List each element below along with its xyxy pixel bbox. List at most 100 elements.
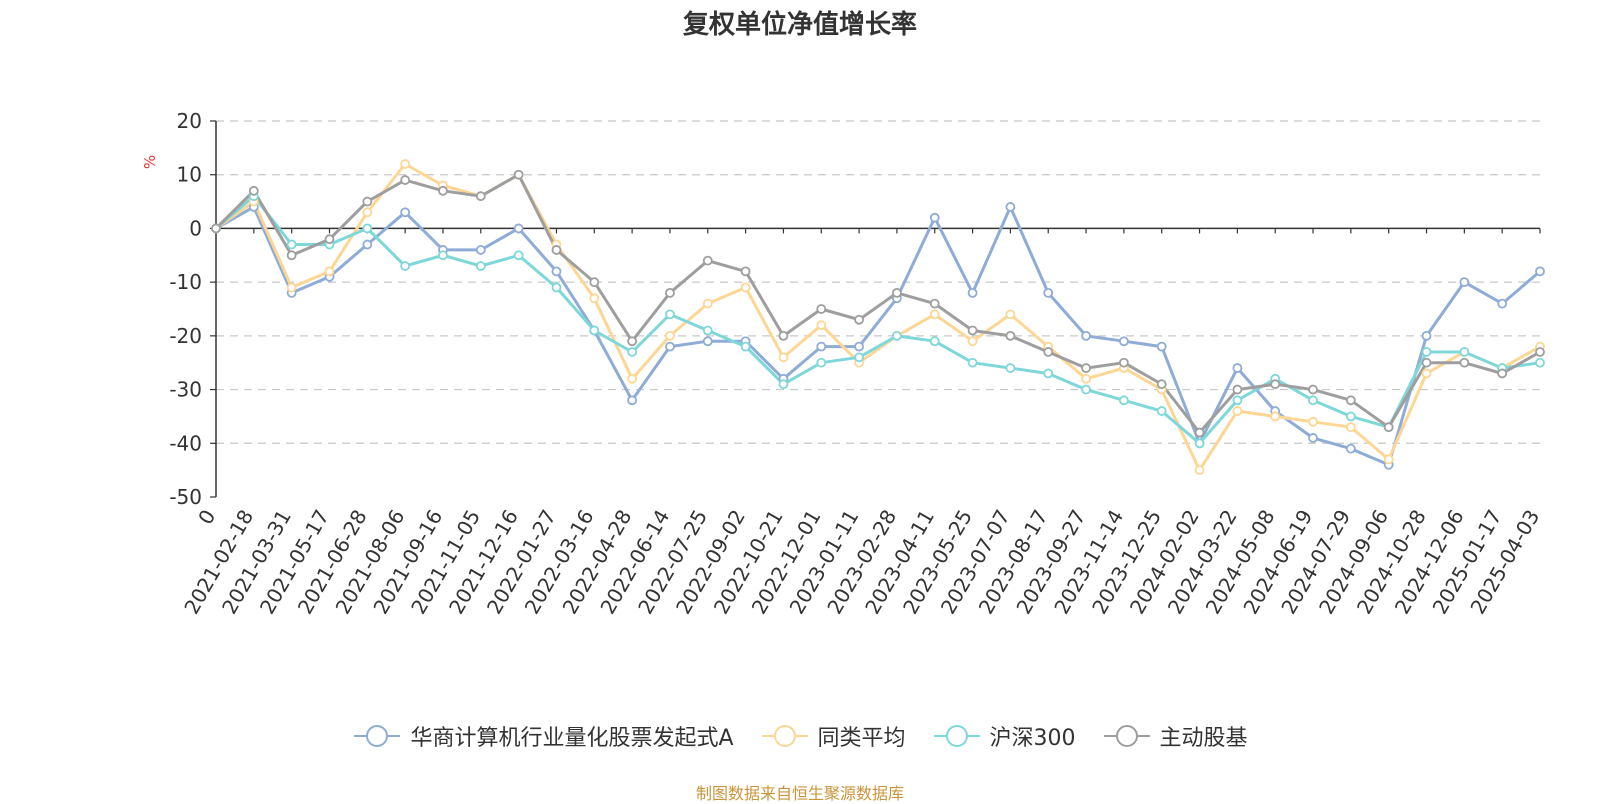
series-point bbox=[211, 223, 221, 234]
series-point bbox=[1535, 347, 1545, 357]
series-point bbox=[778, 352, 789, 363]
series-point bbox=[702, 255, 713, 266]
series-point bbox=[1043, 347, 1054, 357]
series-point bbox=[1345, 443, 1356, 454]
legend-item-2[interactable]: 同类平均 bbox=[760, 720, 906, 752]
series-point bbox=[1005, 202, 1016, 212]
series-point bbox=[1308, 384, 1318, 395]
series-point bbox=[854, 352, 864, 363]
series-point bbox=[816, 304, 827, 314]
series-point bbox=[929, 298, 940, 309]
series-point bbox=[740, 282, 751, 293]
series-point bbox=[1194, 465, 1205, 476]
series-point bbox=[892, 287, 902, 298]
series-point bbox=[1345, 422, 1356, 433]
y-tick-label: 10 bbox=[177, 163, 202, 187]
series-point bbox=[892, 330, 902, 341]
legend-label: 主动股基 bbox=[1159, 726, 1248, 751]
legend-line-circle-icon bbox=[354, 725, 401, 747]
series-point bbox=[438, 185, 448, 196]
series-point bbox=[702, 325, 713, 336]
legend-label: 华商计算机行业量化股票发起式A bbox=[410, 726, 734, 751]
series-point bbox=[816, 320, 827, 331]
series-point bbox=[929, 309, 940, 320]
series-point bbox=[1535, 266, 1545, 277]
series-point bbox=[438, 250, 448, 261]
series-point bbox=[665, 330, 675, 341]
series-point bbox=[1081, 330, 1091, 341]
series-point bbox=[627, 395, 638, 406]
series-point bbox=[1194, 438, 1205, 449]
series-point bbox=[665, 309, 675, 320]
series-point bbox=[1459, 277, 1470, 288]
series-point bbox=[702, 336, 713, 347]
series-point bbox=[362, 239, 373, 250]
series-point bbox=[967, 357, 978, 368]
series-point bbox=[551, 266, 562, 277]
series-point bbox=[1232, 395, 1243, 406]
series-point bbox=[324, 234, 335, 245]
series-point bbox=[1497, 368, 1508, 379]
y-tick-label: -10 bbox=[169, 270, 202, 294]
series-point bbox=[362, 223, 373, 234]
series-point bbox=[400, 261, 411, 271]
series-point bbox=[1118, 336, 1129, 347]
series-point bbox=[1421, 368, 1432, 379]
series-point bbox=[816, 341, 827, 352]
series-point bbox=[1194, 427, 1205, 438]
y-tick-label: -20 bbox=[169, 324, 202, 348]
legend-line-circle-icon bbox=[761, 725, 808, 747]
series-line-2 bbox=[215, 162, 1541, 472]
series-point bbox=[1383, 422, 1394, 433]
series-point bbox=[1005, 330, 1016, 341]
line-chart: 20100-10-20-30-40-5002021-02-182021-03-3… bbox=[141, 109, 1545, 618]
series-point bbox=[1005, 309, 1016, 320]
series-line-4 bbox=[214, 173, 1541, 434]
series-point bbox=[362, 196, 373, 207]
series-point bbox=[854, 314, 864, 325]
series-point bbox=[1043, 287, 1054, 298]
series-point bbox=[627, 336, 638, 347]
series-point bbox=[551, 282, 562, 293]
series-point bbox=[1081, 373, 1091, 384]
series-point bbox=[1270, 379, 1281, 390]
series-point bbox=[854, 341, 864, 352]
series-point bbox=[324, 266, 335, 277]
series-point bbox=[589, 325, 600, 336]
series-line-3 bbox=[215, 194, 1541, 445]
legend-label: 沪深300 bbox=[989, 726, 1076, 751]
series-point bbox=[665, 287, 675, 298]
series-point bbox=[1156, 406, 1167, 416]
legend-item-1[interactable]: 华商计算机行业量化股票发起式A bbox=[352, 720, 734, 752]
series-point bbox=[286, 239, 297, 250]
series-point bbox=[400, 175, 411, 185]
series-point bbox=[513, 169, 524, 180]
chart-title: 复权单位净值增长率 bbox=[682, 10, 917, 40]
y-tick-label: -40 bbox=[169, 431, 202, 455]
series-point bbox=[551, 245, 562, 255]
series-point bbox=[1005, 363, 1016, 373]
series-markers bbox=[211, 159, 1545, 476]
y-tick-label: 0 bbox=[189, 216, 202, 240]
series-point bbox=[740, 341, 751, 352]
legend-item-4[interactable]: 主动股基 bbox=[1102, 720, 1248, 752]
y-axis-label: % bbox=[141, 155, 159, 169]
series-point bbox=[1232, 406, 1243, 416]
series-point bbox=[1118, 395, 1129, 406]
series-point bbox=[1421, 330, 1432, 341]
x-tick-label: 0 bbox=[193, 506, 220, 529]
series-point bbox=[1043, 368, 1054, 379]
series-point bbox=[513, 250, 524, 261]
series-point bbox=[702, 298, 713, 309]
legend-item-3[interactable]: 沪深300 bbox=[932, 720, 1076, 752]
series-point bbox=[248, 185, 259, 196]
series-point bbox=[1459, 347, 1470, 357]
series-point bbox=[816, 357, 827, 368]
series-point bbox=[1459, 357, 1470, 368]
y-tick-label: -50 bbox=[169, 485, 202, 509]
series-point bbox=[1081, 363, 1091, 373]
series-point bbox=[1232, 384, 1243, 395]
series-point bbox=[665, 341, 675, 352]
y-tick-label: -30 bbox=[169, 378, 202, 402]
series-point bbox=[1156, 341, 1167, 352]
